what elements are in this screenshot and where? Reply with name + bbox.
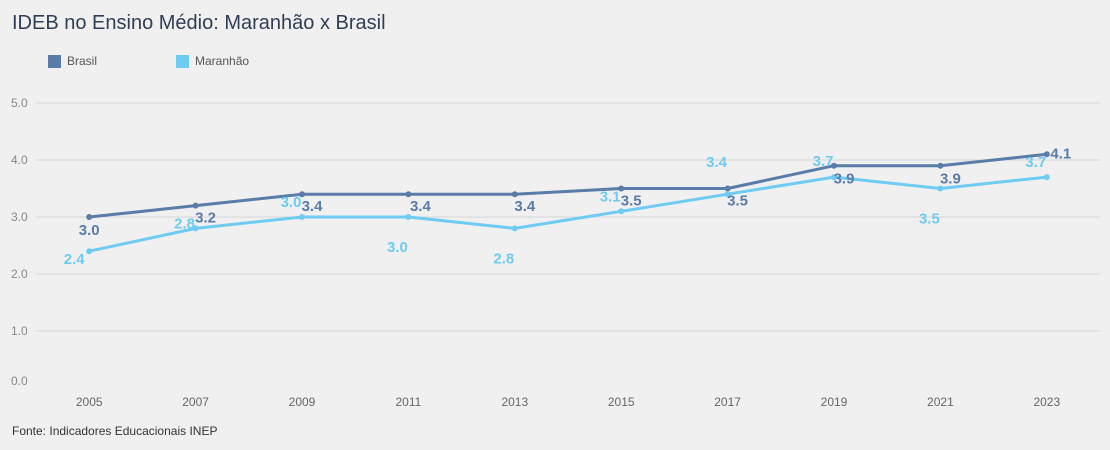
data-label-1-3: 3.0 — [387, 239, 408, 256]
data-point-1-3 — [405, 214, 412, 220]
data-point-0-7 — [831, 162, 837, 169]
legend-label-brasil: Brasil — [67, 54, 98, 68]
data-label-1-6: 3.4 — [706, 154, 728, 171]
x-tick-label-1: 2007 — [182, 395, 209, 409]
x-tick-label-5: 2015 — [608, 395, 635, 409]
chart-legend: Brasil Maranhão — [48, 54, 249, 68]
data-point-1-4 — [511, 225, 518, 232]
data-label-0-1: 3.2 — [195, 210, 216, 227]
x-tick-label-9: 2023 — [1033, 395, 1060, 409]
x-tick-label-0: 2005 — [76, 395, 103, 409]
data-label-0-2: 3.4 — [302, 198, 324, 215]
legend-swatch-brasil — [48, 54, 61, 68]
data-label-1-4: 2.8 — [493, 250, 514, 267]
legend-label-maranhao: Maranhão — [195, 54, 250, 68]
series-line-1 — [88, 175, 1047, 253]
x-tick-label-7: 2019 — [821, 395, 848, 409]
data-point-0-3 — [405, 191, 412, 198]
data-point-1-2 — [299, 214, 305, 220]
data-label-0-0: 3.0 — [79, 222, 100, 239]
data-point-0-5 — [618, 185, 625, 192]
legend-item-maranhao[interactable]: Maranhão — [176, 54, 249, 68]
y-tick-label-5: 5.0 — [11, 96, 28, 110]
data-point-1-9 — [1043, 174, 1050, 181]
data-label-1-1: 2.8 — [174, 215, 195, 232]
data-point-0-1 — [192, 202, 199, 209]
data-label-1-8: 3.5 — [919, 211, 940, 228]
data-label-0-6: 3.5 — [727, 193, 748, 210]
x-tick-label-2: 2009 — [289, 395, 316, 409]
data-point-0-4 — [511, 191, 518, 198]
data-label-1-0: 2.4 — [64, 251, 86, 268]
x-tick-label-4: 2013 — [501, 395, 528, 409]
data-label-0-5: 3.5 — [621, 193, 642, 210]
data-label-1-9: 3.7 — [1025, 154, 1046, 171]
data-label-0-9: 4.1 — [1050, 145, 1071, 162]
data-point-0-9 — [1043, 151, 1050, 158]
legend-item-brasil[interactable]: Brasil — [48, 54, 97, 68]
source-note: Fonte: Indicadores Educacionais INEP — [12, 424, 218, 438]
data-point-0-2 — [299, 191, 305, 198]
data-label-0-7: 3.9 — [834, 171, 855, 188]
data-label-0-8: 3.9 — [940, 171, 961, 188]
data-point-1-8 — [937, 185, 944, 192]
data-point-0-8 — [937, 162, 944, 169]
y-tick-label-0: 0.0 — [11, 374, 28, 388]
y-tick-label-1: 1.0 — [11, 324, 28, 338]
chart-title: IDEB no Ensino Médio: Maranhão x Brasil — [12, 12, 386, 34]
x-tick-label-8: 2021 — [927, 395, 954, 409]
series-line-0 — [89, 152, 1047, 219]
data-point-1-6 — [724, 191, 731, 198]
data-point-1-0 — [86, 248, 93, 255]
data-point-1-5 — [618, 208, 625, 215]
data-point-0-6 — [724, 185, 731, 192]
data-label-1-5: 3.1 — [600, 188, 621, 205]
data-label-0-4: 3.4 — [514, 198, 536, 215]
y-tick-label-3: 3.0 — [11, 210, 28, 224]
y-tick-label-2: 2.0 — [11, 267, 28, 281]
data-point-1-1 — [192, 225, 199, 232]
data-label-1-7: 3.7 — [813, 153, 834, 170]
x-tick-label-3: 2011 — [395, 395, 421, 409]
data-point-0-0 — [86, 214, 93, 220]
data-point-1-7 — [831, 174, 837, 181]
legend-swatch-maranhao — [176, 54, 190, 68]
y-tick-label-4: 4.0 — [11, 153, 28, 167]
data-label-0-3: 3.4 — [410, 198, 432, 215]
data-label-1-2: 3.0 — [281, 194, 302, 211]
x-tick-label-6: 2017 — [714, 395, 741, 409]
